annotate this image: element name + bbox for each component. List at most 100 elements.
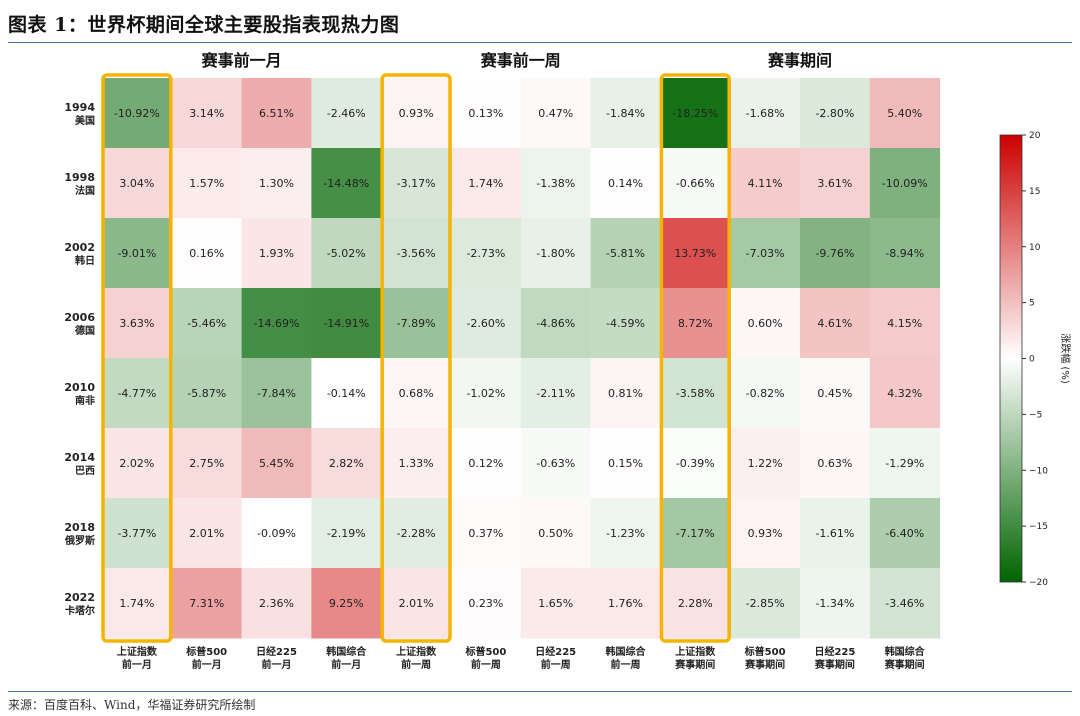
column-label-index: 标普500 bbox=[185, 645, 227, 658]
colorbar-tick-label: 15 bbox=[1029, 187, 1040, 197]
heatmap-cell bbox=[171, 78, 243, 149]
cell-value-label: -5.02% bbox=[327, 247, 366, 260]
colorbar-tick-label: 5 bbox=[1029, 299, 1035, 309]
cell-value-label: -1.61% bbox=[815, 527, 854, 540]
column-label-index: 上证指数 bbox=[675, 645, 716, 658]
cell-value-label: -2.11% bbox=[536, 387, 575, 400]
cell-value-label: -7.89% bbox=[397, 317, 436, 330]
heatmap-cell bbox=[102, 288, 173, 359]
row-label-year: 2018 bbox=[64, 521, 95, 534]
row-label-country: 美国 bbox=[75, 114, 95, 127]
figure-title: 图表 1：世界杯期间全球主要股指表现热力图 bbox=[8, 14, 400, 36]
heatmap-cell bbox=[520, 288, 592, 359]
row-label-country: 巴西 bbox=[75, 465, 95, 477]
row-label-year: 2002 bbox=[64, 241, 95, 254]
cell-value-label: 0.93% bbox=[399, 107, 434, 120]
heatmap-cell bbox=[451, 218, 522, 289]
heatmap-cell bbox=[381, 218, 452, 289]
heatmap-cell bbox=[660, 358, 731, 429]
heatmap-cell bbox=[660, 428, 731, 499]
heatmap-cell bbox=[800, 148, 871, 219]
cell-value-label: -18.25% bbox=[672, 107, 718, 120]
heatmap-cell bbox=[241, 358, 312, 429]
heatmap-cell bbox=[520, 358, 592, 429]
cell-value-label: 4.11% bbox=[748, 177, 783, 190]
cell-value-label: 0.15% bbox=[608, 457, 643, 470]
heatmap-cell bbox=[171, 498, 243, 569]
cell-value-label: 1.30% bbox=[259, 177, 294, 190]
cell-value-label: 2.01% bbox=[189, 527, 224, 540]
heatmap-cell bbox=[800, 288, 871, 359]
heatmap-cell bbox=[311, 288, 382, 359]
column-label-index: 日经225 bbox=[256, 645, 297, 658]
heatmap-cell bbox=[451, 568, 522, 639]
cell-value-label: -1.29% bbox=[885, 457, 924, 470]
heatmap-cell bbox=[800, 358, 871, 429]
cell-value-label: -5.81% bbox=[606, 247, 645, 260]
heatmap-cell bbox=[241, 288, 312, 359]
heatmap-cell bbox=[520, 428, 592, 499]
cell-value-label: 13.73% bbox=[674, 247, 716, 260]
cell-value-label: -1.02% bbox=[466, 387, 505, 400]
heatmap-cell bbox=[381, 358, 452, 429]
heatmap-cell bbox=[241, 148, 312, 219]
cell-value-label: 3.63% bbox=[119, 317, 154, 330]
heatmap-cell bbox=[102, 358, 173, 429]
heatmap-cell bbox=[311, 78, 382, 149]
colorbar-tick-label: 20 bbox=[1029, 131, 1041, 141]
heatmap-cell bbox=[171, 148, 243, 219]
heatmap-cell bbox=[451, 428, 522, 499]
cell-value-label: 1.76% bbox=[608, 597, 643, 610]
heatmap-cell bbox=[311, 358, 382, 429]
column-highlights bbox=[101, 73, 731, 643]
heatmap-cell bbox=[241, 568, 312, 639]
cell-value-label: -2.60% bbox=[466, 317, 505, 330]
cell-value-label: 3.14% bbox=[189, 107, 224, 120]
cell-value-label: 2.75% bbox=[189, 457, 224, 470]
colorbar-tick-label: −5 bbox=[1029, 410, 1042, 420]
cell-value-label: 1.22% bbox=[748, 457, 783, 470]
cell-value-label: 1.93% bbox=[259, 247, 294, 260]
column-labels: 上证指数前一月标普500前一月日经225前一月韩国综合前一月上证指数前一周标普5… bbox=[117, 645, 926, 671]
column-label-index: 标普500 bbox=[464, 645, 506, 658]
cell-value-label: -3.17% bbox=[397, 177, 436, 190]
colorbar-tick-label: 10 bbox=[1029, 243, 1041, 253]
column-label-index: 韩国综合 bbox=[606, 645, 647, 658]
column-label-index: 上证指数 bbox=[117, 645, 158, 658]
row-label-country: 南非 bbox=[75, 394, 95, 407]
heatmap-cell bbox=[102, 568, 173, 639]
cell-value-label: -3.77% bbox=[117, 527, 156, 540]
cell-value-label: 4.15% bbox=[887, 317, 922, 330]
heatmap-cell bbox=[590, 498, 661, 569]
cell-value-label: -3.58% bbox=[676, 387, 715, 400]
cell-value-label: -4.77% bbox=[117, 387, 156, 400]
heatmap-cell bbox=[311, 218, 382, 289]
heatmap-cell bbox=[311, 148, 382, 219]
heatmap-cell bbox=[660, 218, 731, 289]
cell-value-label: -0.82% bbox=[746, 387, 785, 400]
cell-value-label: 5.40% bbox=[887, 107, 922, 120]
column-highlight-frame bbox=[380, 73, 452, 643]
heatmap-cell bbox=[171, 358, 243, 429]
cell-value-label: 0.60% bbox=[748, 317, 783, 330]
heatmap-cell bbox=[730, 568, 801, 639]
cell-value-label: -10.92% bbox=[114, 107, 160, 120]
column-label-index: 韩国综合 bbox=[885, 645, 926, 658]
cell-value-label: 5.45% bbox=[259, 457, 294, 470]
source-note: 来源：百度百科、Wind，华福证券研究所绘制 bbox=[8, 698, 256, 712]
column-label-period: 前一月 bbox=[192, 658, 222, 671]
heatmap-cell bbox=[730, 78, 801, 149]
cell-value-label: -2.46% bbox=[327, 107, 366, 120]
cell-value-label: -0.09% bbox=[257, 527, 296, 540]
heatmap-cell bbox=[869, 78, 941, 149]
row-label-country: 法国 bbox=[75, 184, 95, 197]
cell-value-label: -2.85% bbox=[746, 597, 785, 610]
heatmap-cell bbox=[869, 148, 941, 219]
bottom-rule bbox=[8, 691, 1072, 692]
cell-value-label: -4.59% bbox=[606, 317, 645, 330]
heatmap-cell bbox=[241, 498, 312, 569]
cell-value-label: 2.01% bbox=[399, 597, 434, 610]
cell-value-label: -1.68% bbox=[746, 107, 785, 120]
heatmap-cell bbox=[241, 428, 312, 499]
column-label-period: 赛事期间 bbox=[814, 658, 855, 671]
